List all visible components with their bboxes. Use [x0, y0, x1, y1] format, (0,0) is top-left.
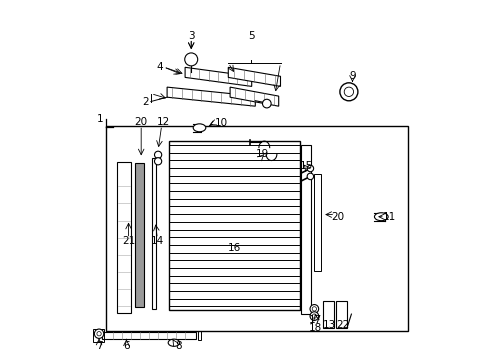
Polygon shape: [185, 67, 251, 86]
Text: 11: 11: [382, 212, 395, 222]
Bar: [313, 174, 320, 271]
Text: 5: 5: [247, 31, 254, 41]
Text: 20: 20: [330, 212, 343, 222]
Text: 7: 7: [96, 341, 102, 351]
Text: 14: 14: [150, 236, 163, 246]
Bar: [152, 158, 156, 309]
Ellipse shape: [374, 213, 387, 221]
Circle shape: [94, 329, 103, 338]
Polygon shape: [230, 87, 278, 106]
Bar: [322, 301, 333, 328]
Text: 8: 8: [175, 341, 182, 351]
Bar: [168, 141, 300, 310]
Bar: [135, 163, 143, 307]
Text: 21: 21: [122, 236, 135, 246]
Circle shape: [344, 87, 353, 96]
Bar: [102, 332, 196, 339]
Text: 15: 15: [299, 161, 312, 171]
Text: 6: 6: [123, 341, 129, 351]
Circle shape: [309, 312, 318, 320]
Text: 12: 12: [157, 117, 170, 127]
Text: 19: 19: [255, 149, 268, 159]
Text: 20: 20: [134, 117, 147, 127]
Text: 4: 4: [156, 62, 163, 72]
Text: 18: 18: [308, 323, 322, 333]
Text: 1: 1: [96, 114, 103, 124]
Bar: [336, 301, 346, 328]
Circle shape: [339, 83, 357, 101]
Circle shape: [311, 314, 316, 318]
Circle shape: [306, 165, 313, 172]
Bar: [197, 331, 200, 340]
Bar: [301, 145, 311, 314]
Circle shape: [311, 307, 316, 311]
Circle shape: [154, 158, 162, 165]
Text: 2: 2: [142, 96, 149, 107]
Ellipse shape: [193, 124, 205, 132]
Ellipse shape: [168, 339, 179, 346]
Polygon shape: [228, 67, 280, 86]
Circle shape: [262, 99, 270, 108]
Text: 3: 3: [187, 31, 194, 41]
Circle shape: [184, 53, 197, 66]
Circle shape: [154, 151, 162, 158]
Text: 17: 17: [308, 315, 322, 325]
Text: 10: 10: [214, 118, 227, 128]
Bar: [117, 162, 131, 313]
Polygon shape: [167, 87, 255, 106]
Text: 22: 22: [335, 320, 348, 330]
Text: 13: 13: [322, 320, 335, 330]
Text: 16: 16: [227, 243, 241, 253]
Text: 9: 9: [348, 71, 355, 81]
Circle shape: [306, 173, 313, 180]
Circle shape: [97, 332, 101, 336]
Circle shape: [309, 305, 318, 313]
Bar: [106, 126, 407, 331]
Bar: [93, 329, 104, 342]
